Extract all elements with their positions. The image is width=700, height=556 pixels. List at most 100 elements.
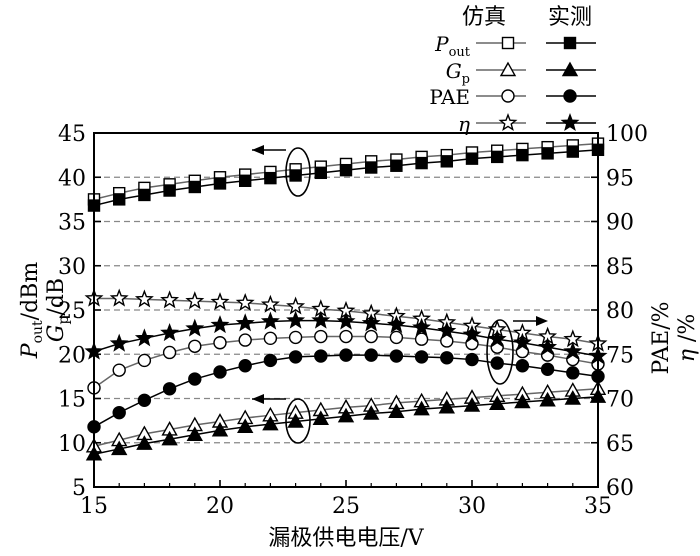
- data-point: [185, 291, 205, 310]
- data-point: [363, 405, 380, 420]
- svg-text:Pout/dBm: Pout/dBm: [18, 262, 46, 360]
- data-point: [263, 353, 278, 368]
- data-point: [238, 174, 252, 187]
- data-point: [213, 336, 227, 350]
- data-point: [188, 180, 202, 194]
- data-point: [286, 296, 306, 315]
- data-point: [238, 333, 252, 347]
- gp-arrowhead: [252, 394, 264, 404]
- y-right-tick-label: 100: [606, 122, 648, 147]
- data-point: [541, 147, 554, 160]
- data-point: [465, 152, 479, 165]
- data-point: [162, 382, 177, 396]
- y-left-tick-label: 45: [58, 122, 86, 147]
- legend-marker-sim: [499, 61, 517, 77]
- data-point: [288, 330, 303, 345]
- data-point: [438, 398, 455, 414]
- gp-axis-unit: /dB: [44, 278, 69, 316]
- data-point: [339, 348, 353, 362]
- legend-header-sim: 仿真: [462, 5, 506, 30]
- pae-eta-arrowhead: [536, 316, 548, 326]
- data-point: [566, 145, 579, 158]
- x-tick-label: 20: [206, 494, 234, 519]
- data-point: [112, 193, 126, 206]
- legend-marker-meas: [561, 61, 579, 77]
- data-point: [186, 426, 203, 441]
- data-point: [539, 391, 556, 407]
- y-left-tick-label: 10: [58, 432, 86, 457]
- data-point: [289, 169, 302, 182]
- data-point: [185, 318, 205, 337]
- data-point: [415, 156, 428, 170]
- legend-label-0: Pout: [434, 32, 471, 60]
- data-point: [361, 313, 381, 332]
- data-point: [336, 311, 356, 330]
- y-left-tick-label: 25: [58, 299, 86, 324]
- annotations: [252, 145, 548, 444]
- legend-marker-sim: [501, 89, 515, 103]
- right-axis-label: PAE/% η /%: [649, 301, 700, 374]
- data-point: [414, 350, 429, 364]
- data-point: [264, 171, 277, 185]
- legend-marker-meas: [563, 36, 577, 50]
- eta-axis-unit: /%: [675, 314, 700, 349]
- legend-label-3: η: [458, 112, 470, 136]
- y-right-tick-label: 60: [606, 476, 634, 501]
- y-right-tick-label: 90: [606, 211, 634, 236]
- data-point: [412, 317, 432, 336]
- gp-ellipse: [285, 398, 311, 444]
- pout-axis-sub: out: [30, 320, 46, 343]
- pout-arrowhead: [252, 145, 264, 155]
- legend-marker-meas: [563, 89, 577, 103]
- legend-marker-sim: [501, 36, 515, 50]
- data-point: [538, 337, 558, 356]
- data-point: [364, 329, 378, 344]
- data-point: [414, 332, 429, 346]
- data-point: [462, 324, 482, 343]
- data-point: [137, 393, 152, 407]
- data-point: [337, 407, 355, 423]
- data-point: [314, 349, 328, 363]
- data-point: [163, 184, 176, 197]
- data-point: [386, 315, 406, 334]
- data-point: [413, 400, 430, 416]
- data-point: [136, 435, 153, 450]
- data-point: [491, 150, 504, 164]
- gp-axis-sub: p: [56, 316, 72, 325]
- x-tick-label: 15: [80, 494, 108, 519]
- data-point: [389, 330, 404, 345]
- y-left-tick-label: 35: [58, 211, 86, 236]
- data-point: [489, 395, 506, 411]
- data-point: [134, 328, 154, 347]
- data-point: [109, 333, 129, 352]
- data-point: [314, 329, 328, 344]
- data-point: [137, 353, 152, 368]
- data-point: [112, 405, 126, 420]
- left-axis-label: Pout/dBm Gp/dB: [18, 262, 72, 360]
- data-point: [364, 348, 378, 362]
- data-point: [564, 390, 581, 405]
- data-point: [314, 166, 327, 180]
- data-point: [388, 403, 405, 418]
- data-point: [490, 356, 504, 370]
- data-point: [161, 430, 178, 446]
- data-point: [514, 393, 531, 409]
- data-point: [237, 418, 254, 434]
- data-point: [210, 315, 230, 334]
- data-point: [286, 310, 306, 329]
- y-left-tick-label: 15: [58, 388, 86, 413]
- data-point: [235, 313, 255, 332]
- data-point: [111, 440, 128, 456]
- y-right-tick-label: 85: [606, 255, 634, 280]
- y-left-tick-label: 40: [58, 166, 86, 191]
- data-point: [563, 341, 583, 360]
- y-right-tick-label: 95: [606, 166, 634, 191]
- data-point: [262, 415, 279, 431]
- axis-ticks: 15 20 25 30 35 5 10 15 20 25 30 35 40 45 60 65 70 75 80 85 9…: [58, 122, 648, 519]
- data-point: [440, 351, 454, 365]
- series-5: [87, 348, 605, 434]
- data-point: [211, 421, 229, 437]
- data-point: [390, 159, 403, 172]
- x-tick-label: 30: [458, 494, 486, 519]
